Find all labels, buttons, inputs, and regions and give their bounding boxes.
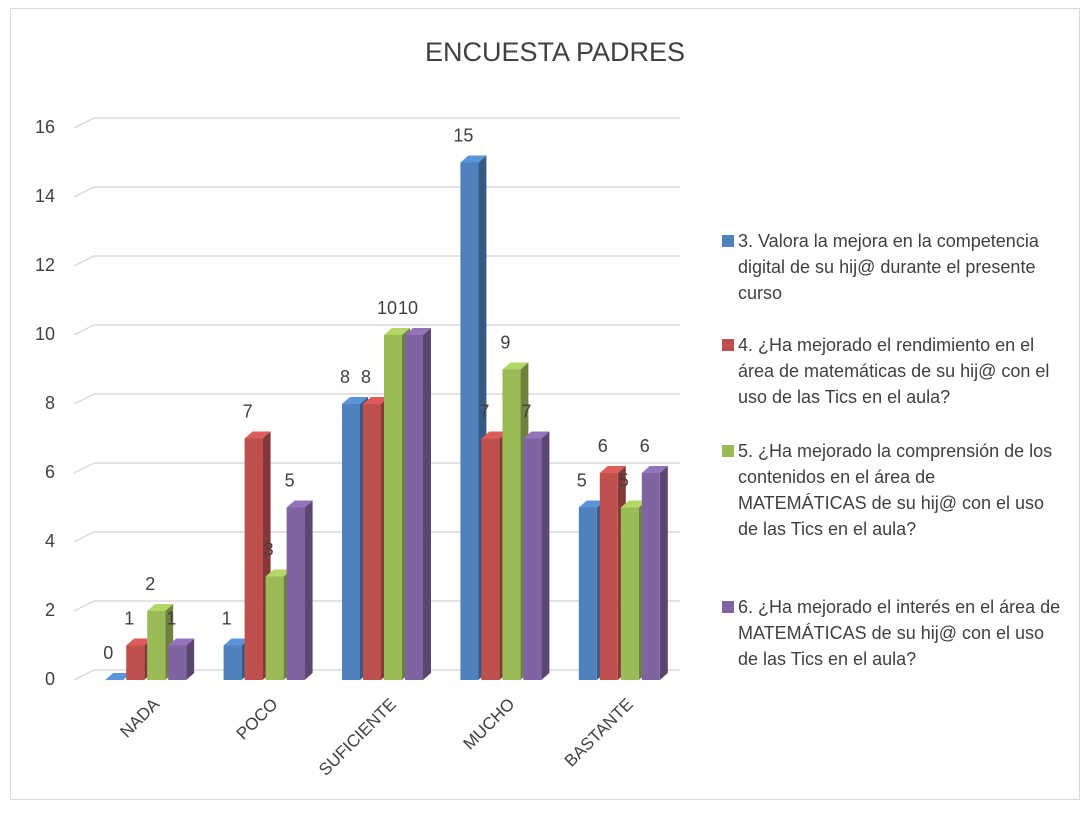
legend-item: 6. ¿Ha mejorado el interés en el área de…	[722, 594, 1067, 672]
bar	[223, 645, 242, 680]
bar-side	[541, 431, 550, 680]
bar	[599, 473, 618, 680]
y-tick-label: 14	[35, 186, 55, 206]
bar-top	[578, 500, 605, 508]
data-label: 8	[361, 367, 371, 387]
bar-top	[286, 500, 313, 508]
chart-title: ENCUESTA PADRES	[425, 37, 685, 67]
bar-top	[105, 673, 132, 680]
bar	[286, 507, 305, 680]
bar	[641, 473, 660, 680]
legend-label: 4. ¿Ha mejorado el rendimiento en el áre…	[738, 335, 1050, 407]
bar-side	[659, 466, 668, 680]
bar	[126, 645, 145, 680]
bar	[244, 438, 263, 680]
bar	[363, 404, 381, 680]
bar-top	[599, 466, 626, 473]
bar	[502, 369, 521, 680]
data-label: 1	[222, 608, 232, 628]
bar	[384, 335, 402, 680]
y-tick-label: 8	[45, 393, 55, 413]
legend-label: 3. Valora la mejora en la competencia di…	[738, 231, 1039, 303]
bar	[342, 404, 360, 680]
legend-swatch	[722, 339, 734, 351]
data-label: 6	[640, 436, 650, 456]
bar-side	[423, 328, 431, 680]
bar-top	[460, 155, 487, 163]
data-label: 1	[124, 608, 134, 628]
data-label: 10	[377, 298, 397, 318]
bar	[168, 645, 187, 680]
bar-top	[147, 604, 174, 611]
bar-top	[126, 638, 153, 646]
data-label: 0	[103, 643, 113, 663]
bar-top	[405, 328, 431, 335]
data-label: 6	[598, 436, 608, 456]
legend-swatch	[722, 601, 734, 613]
y-tick-label: 16	[35, 117, 55, 137]
legend-swatch	[722, 235, 734, 247]
data-label: 15	[453, 125, 473, 145]
y-tick-label: 10	[35, 324, 55, 344]
bar-top	[481, 431, 508, 439]
data-label: 2	[145, 574, 155, 594]
bar	[147, 611, 166, 680]
y-tick-label: 6	[45, 462, 55, 482]
y-tick-label: 2	[45, 600, 55, 620]
bar	[523, 438, 542, 680]
bar-top	[641, 466, 668, 473]
bar-side	[304, 500, 313, 680]
bar-top	[384, 328, 410, 335]
legend-item: 5. ¿Ha mejorado la comprensión de los co…	[722, 438, 1067, 542]
bar-side	[186, 638, 195, 680]
data-label: 5	[285, 470, 295, 490]
data-label: 7	[243, 401, 253, 421]
bar-top	[223, 638, 250, 646]
y-tick-label: 0	[45, 669, 55, 689]
bar-top	[244, 431, 271, 439]
bar-top	[342, 397, 368, 404]
legend-label: 6. ¿Ha mejorado el interés en el área de…	[738, 597, 1061, 669]
bar	[460, 162, 479, 680]
bar-top	[523, 431, 550, 439]
legend-label: 5. ¿Ha mejorado la comprensión de los co…	[738, 441, 1053, 539]
legend-swatch	[722, 445, 734, 457]
bar-top	[620, 500, 647, 508]
data-label: 5	[577, 470, 587, 490]
data-label: 1	[166, 608, 176, 628]
y-tick-label: 4	[45, 531, 55, 551]
data-label: 10	[398, 298, 418, 318]
data-label: 3	[264, 539, 274, 559]
legend-item: 3. Valora la mejora en la competencia di…	[722, 228, 1067, 306]
bar	[620, 507, 639, 680]
legend-item: 4. ¿Ha mejorado el rendimiento en el áre…	[722, 332, 1067, 410]
bar-top	[502, 362, 529, 370]
y-tick-label: 12	[35, 255, 55, 275]
bar-top	[363, 397, 389, 404]
bar-top	[168, 638, 195, 646]
data-label: 7	[521, 401, 531, 421]
grid-line	[73, 117, 680, 129]
bar	[405, 335, 423, 680]
bar	[265, 576, 284, 680]
bar	[578, 507, 597, 680]
data-label: 9	[500, 332, 510, 352]
bar	[481, 438, 500, 680]
data-label: 7	[479, 401, 489, 421]
data-label: 5	[619, 470, 629, 490]
data-label: 8	[340, 367, 350, 387]
bar-top	[265, 569, 292, 577]
